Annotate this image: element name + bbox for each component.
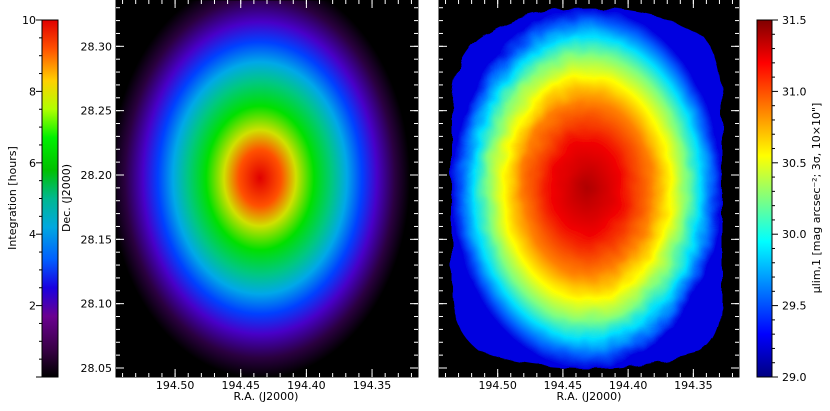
- colorbar-tick-label: 4: [29, 228, 36, 241]
- colorbar-tick-label: 6: [29, 157, 36, 170]
- left-x-axis-label: R.A. (J2000): [234, 390, 299, 403]
- x-tick-label: 194.45: [544, 379, 583, 392]
- right-x-axis-label: R.A. (J2000): [557, 390, 622, 403]
- left-heatmap-field: [116, 0, 410, 377]
- colorbar-tick-label: 30.0: [782, 228, 807, 241]
- left-axis-ticks: 194.50 194.45 194.40 194.35 28.05 28.10 28.15 2…: [81, 0, 418, 392]
- colorbar-tick-label: 10: [22, 14, 36, 27]
- x-tick-label: 194.45: [221, 379, 260, 392]
- y-tick-label: 28.30: [81, 40, 113, 53]
- right-colorbar-bar: [756, 19, 773, 378]
- left-colorbar: 2 4 6 8 10 Integration [hours]: [6, 14, 59, 378]
- colorbar-tick-label: 29.5: [782, 300, 807, 313]
- right-colorbar: 29.0 29.5 30.0 30.5 31.0 31.5 μlim,1 [mag arc…: [756, 14, 823, 384]
- colorbar-tick-label: 31.0: [782, 85, 807, 98]
- x-tick-label: 194.35: [674, 379, 713, 392]
- colorbar-tick-label: 30.5: [782, 157, 807, 170]
- y-tick-label: 28.20: [81, 169, 113, 182]
- x-tick-label: 194.35: [353, 379, 392, 392]
- y-tick-label: 28.15: [81, 233, 113, 246]
- colorbar-tick-label: 2: [29, 300, 36, 313]
- x-tick-label: 194.40: [609, 379, 648, 392]
- left-heatmap-panel: 194.50 194.45 194.40 194.35 28.05 28.10 28.15 2…: [60, 0, 419, 403]
- right-colorbar-ticks: 29.0 29.5 30.0 30.5 31.0 31.5: [772, 14, 807, 384]
- right-axis-ticks: 194.50 194.45 194.40 194.35: [439, 0, 739, 392]
- colorbar-tick-label: 8: [29, 85, 36, 98]
- left-colorbar-bar: [41, 19, 59, 378]
- colorbar-tick-label: 29.0: [782, 371, 807, 384]
- x-tick-label: 194.40: [287, 379, 326, 392]
- left-y-axis-label: Dec. (J2000): [60, 164, 73, 232]
- left-colorbar-label: Integration [hours]: [6, 146, 19, 250]
- x-tick-label: 194.50: [478, 379, 517, 392]
- left-colorbar-ticks: 2 4 6 8 10: [22, 14, 42, 378]
- y-tick-label: 28.25: [81, 105, 113, 118]
- colorbar-tick-label: 31.5: [782, 14, 807, 27]
- x-tick-label: 194.50: [156, 379, 195, 392]
- right-colorbar-label: μlim,1 [mag arcsec⁻²; 3σ, 10×10"]: [810, 103, 823, 294]
- y-tick-label: 28.10: [81, 298, 113, 311]
- right-heatmap-panel: 194.50 194.45 194.40 194.35 R.A. (J2000): [438, 0, 740, 403]
- right-heatmap-field: [452, 8, 722, 368]
- y-tick-label: 28.05: [81, 362, 113, 375]
